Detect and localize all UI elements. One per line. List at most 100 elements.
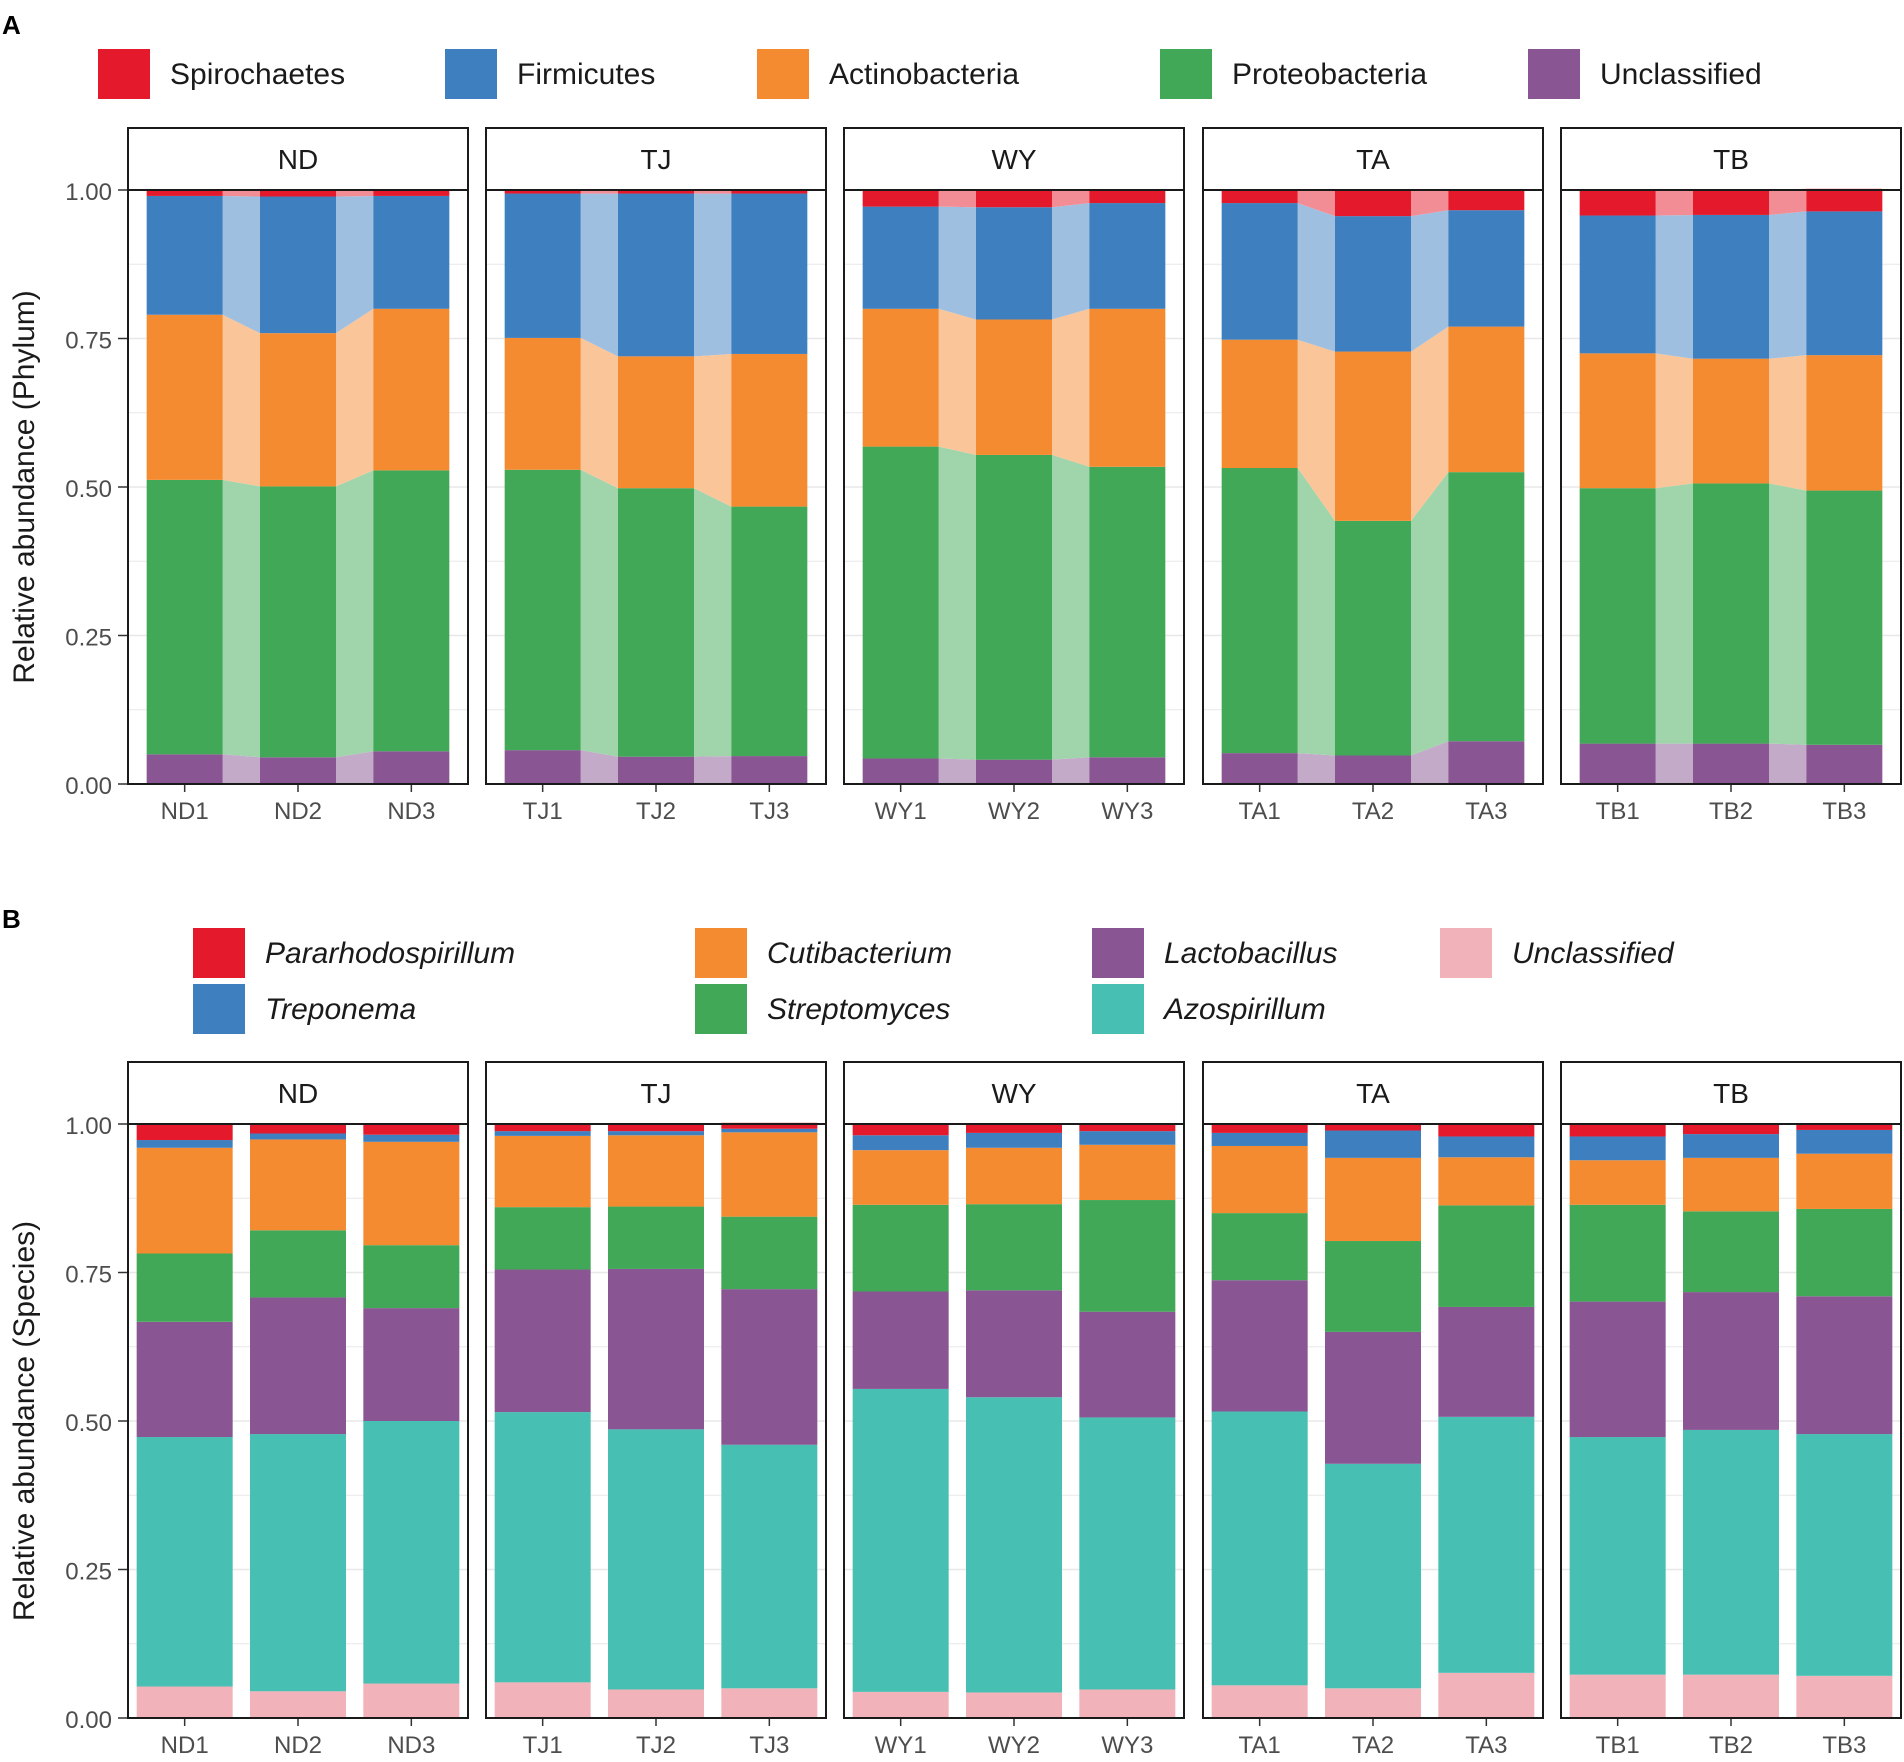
facet-wy: WY WY1 WY2 WY3 <box>843 127 1185 825</box>
bar-tj1-proteobacteria <box>504 469 581 751</box>
flow-unclassified <box>1052 757 1090 784</box>
facet-strip-label: TJ <box>640 144 671 175</box>
bar-tj2-azospirillum <box>608 1429 704 1690</box>
bar-wy1-unclassified <box>862 758 939 784</box>
bar-tb3-cutibacterium <box>1796 1153 1893 1209</box>
bar-tb3-actinobacteria <box>1806 355 1883 491</box>
legend-label-lactobacillus: Lactobacillus <box>1164 937 1337 970</box>
flow-actinobacteria <box>1297 339 1335 521</box>
flow-unclassified <box>1297 753 1335 784</box>
flow-unclassified <box>580 750 618 784</box>
bar-tj2-unclassified <box>618 756 694 784</box>
y-tick-label: 1.00 <box>65 179 112 206</box>
bar-wy3-proteobacteria <box>1089 466 1166 758</box>
bar-wy3-azospirillum <box>1079 1417 1176 1690</box>
bar-tj2-firmicutes <box>618 193 694 357</box>
legend-label-streptomyces: Streptomyces <box>767 993 950 1026</box>
bar-tj3-actinobacteria <box>731 353 808 507</box>
x-tick-label: WY3 <box>1101 1732 1153 1759</box>
x-tick-label: TA1 <box>1239 1732 1281 1759</box>
bar-nd3-lactobacillus <box>363 1308 460 1421</box>
bar-tb1-proteobacteria <box>1579 488 1656 744</box>
x-tick-label: TB1 <box>1596 1732 1640 1759</box>
flow-actinobacteria <box>938 308 976 455</box>
facet-panel-border <box>1202 1123 1544 1719</box>
facet-strip <box>1560 1061 1902 1125</box>
panel-b-y-axis-title: Relative abundance (Species) <box>8 1221 41 1621</box>
bar-wy2-actinobacteria <box>976 319 1052 455</box>
flow-spirochaetes <box>1297 190 1335 217</box>
legend-label-proteobacteria: Proteobacteria <box>1232 58 1427 91</box>
bar-ta1-lactobacillus <box>1211 1280 1308 1412</box>
bar-tb1-unclassified <box>1569 1674 1666 1718</box>
bar-nd3-unclassified <box>363 1683 460 1718</box>
bar-tb2-spirochaetes <box>1693 190 1769 215</box>
flow-proteobacteria <box>1411 472 1449 756</box>
bar-tb1-treponema <box>1569 1136 1666 1161</box>
facet-strip-label: TA <box>1356 1078 1390 1109</box>
flow-actinobacteria <box>694 353 732 507</box>
flow-spirochaetes <box>336 190 374 197</box>
bar-tj3-pararhodospirillum <box>721 1122 818 1129</box>
bar-tj3-unclassified <box>731 756 808 784</box>
flow-firmicutes <box>1052 203 1090 320</box>
x-tick-label: TB2 <box>1709 798 1753 825</box>
flow-firmicutes <box>1297 203 1335 352</box>
facet-strip <box>127 127 469 191</box>
bar-tb3-spirochaetes <box>1806 188 1883 212</box>
bar-nd1-unclassified <box>146 754 223 784</box>
legend-key-cutibacterium <box>695 928 747 978</box>
bar-ta2-spirochaetes <box>1335 190 1411 217</box>
bar-ta1-streptomyces <box>1211 1213 1308 1281</box>
facet-strip <box>1560 127 1902 191</box>
facet-strip-label: WY <box>991 144 1036 175</box>
bar-ta3-firmicutes <box>1448 210 1525 327</box>
bar-wy2-spirochaetes <box>976 190 1052 208</box>
facet-panel-border <box>485 1123 827 1719</box>
bar-tb2-unclassified <box>1693 743 1769 784</box>
facet-panel-border <box>1202 189 1544 785</box>
flow-unclassified <box>222 754 260 784</box>
x-tick-label: TB1 <box>1596 798 1640 825</box>
bar-ta1-pararhodospirillum <box>1211 1124 1308 1133</box>
bar-tj2-proteobacteria <box>618 488 694 757</box>
y-tick-label: 0.50 <box>65 1410 112 1437</box>
flow-unclassified <box>938 758 976 784</box>
bar-ta2-unclassified <box>1335 755 1411 784</box>
bar-nd1-streptomyces <box>136 1253 233 1322</box>
bar-nd3-unclassified <box>373 751 450 784</box>
flow-unclassified <box>336 751 374 784</box>
flow-proteobacteria <box>1297 467 1335 756</box>
bar-tj3-azospirillum <box>721 1444 818 1689</box>
x-tick-label: TJ3 <box>749 798 789 825</box>
x-tick-label: WY1 <box>875 1732 927 1759</box>
y-tick-label: 0.00 <box>65 773 112 800</box>
flow-actinobacteria <box>580 337 618 489</box>
bar-tj1-pararhodospirillum <box>494 1124 591 1132</box>
flow-firmicutes <box>1411 210 1449 352</box>
bar-wy1-actinobacteria <box>862 308 939 447</box>
bar-nd2-spirochaetes <box>260 190 336 197</box>
y-tick-label: 0.75 <box>65 328 112 355</box>
bar-tj3-firmicutes <box>731 193 808 354</box>
y-tick-label: 0.25 <box>65 625 112 652</box>
bar-tj1-streptomyces <box>494 1207 591 1270</box>
flow-firmicutes <box>938 206 976 320</box>
x-tick-label: ND1 <box>161 1732 209 1759</box>
bar-nd2-proteobacteria <box>260 486 336 758</box>
bar-wy1-proteobacteria <box>862 446 939 759</box>
x-tick-label: ND2 <box>274 1732 322 1759</box>
bar-tb1-streptomyces <box>1569 1204 1666 1302</box>
bar-nd2-lactobacillus <box>250 1297 346 1435</box>
bar-nd3-cutibacterium <box>363 1141 460 1246</box>
facet-strip <box>127 1061 469 1125</box>
facet-strip-label: TJ <box>640 1078 671 1109</box>
legend-label-azospirillum: Azospirillum <box>1162 993 1326 1026</box>
bar-tj2-spirochaetes <box>618 190 694 194</box>
facet-strip-label: TB <box>1713 144 1749 175</box>
legend-label-actinobacteria: Actinobacteria <box>829 58 1019 91</box>
bar-tb2-lactobacillus <box>1683 1292 1779 1430</box>
bar-ta1-spirochaetes <box>1221 190 1298 204</box>
x-tick-label: TA2 <box>1352 798 1394 825</box>
